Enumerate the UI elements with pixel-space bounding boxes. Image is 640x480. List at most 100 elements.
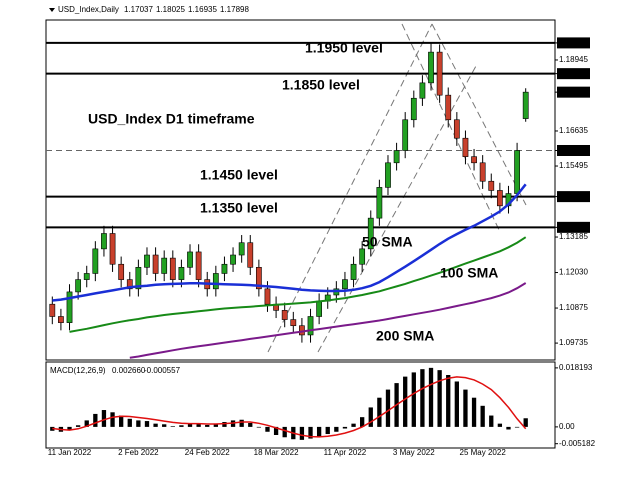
macd-bar <box>273 426 279 435</box>
macd-bar <box>308 426 313 439</box>
candle-body <box>316 300 323 317</box>
candle-body <box>58 316 64 323</box>
x-tick-label: 2 Feb 2022 <box>118 448 159 457</box>
macd-bar <box>411 372 416 427</box>
candle-body <box>307 316 314 336</box>
candle-body <box>402 119 409 151</box>
macd-bar <box>471 397 477 427</box>
candle-body <box>92 248 99 274</box>
macd-bar <box>368 407 373 427</box>
macd-bar <box>256 426 262 428</box>
candle-body <box>281 310 288 320</box>
macd-bar <box>170 426 175 427</box>
macd-bar <box>136 420 141 427</box>
y-tick-label: 1.18500 <box>559 69 588 78</box>
candle-body <box>247 242 254 268</box>
macd-bar <box>454 381 459 427</box>
candle-body <box>126 279 133 290</box>
close-readout: 1.17898 <box>220 5 249 14</box>
signal-line <box>52 376 527 438</box>
x-tick-label: 24 Feb 2022 <box>185 448 230 457</box>
y-tick-label: 1.19500 <box>559 38 588 47</box>
x-tick-label: 11 Jan 2022 <box>48 448 92 457</box>
candle-body <box>514 150 520 194</box>
level-label: 1.1950 level <box>305 40 383 56</box>
sma-line <box>129 282 527 359</box>
candle-body <box>101 233 107 250</box>
candle-body <box>436 51 443 96</box>
macd-bar <box>213 423 218 427</box>
macd-bar <box>196 423 201 427</box>
open-readout: 1.17037 <box>124 5 153 14</box>
price-box <box>557 221 590 233</box>
macd-bar <box>334 426 339 432</box>
price-box <box>557 144 590 156</box>
macd-bar <box>480 405 485 427</box>
macd-bar <box>489 415 494 427</box>
macd-bar <box>67 426 72 431</box>
low-readout: 1.16935 <box>188 5 217 14</box>
macd-bar <box>463 389 468 427</box>
macd-bar <box>265 426 270 432</box>
y-tick-label: 1.16635 <box>559 126 588 135</box>
macd-bar <box>205 424 210 427</box>
candle-body <box>522 91 529 119</box>
candle-body <box>152 254 159 274</box>
y-tick-label: 1.13500 <box>559 222 588 231</box>
macd-bar <box>162 424 167 427</box>
x-tick-label: 18 Mar 2022 <box>254 448 299 457</box>
y-tick-label: 0.018193 <box>559 363 593 372</box>
candle-body <box>212 273 219 290</box>
level-label: 1.1350 level <box>200 200 278 216</box>
macd-bar <box>282 426 287 438</box>
candle-body <box>410 97 417 121</box>
candle-body <box>178 267 185 280</box>
candle-body <box>230 254 236 265</box>
macd-bar <box>351 423 356 427</box>
candle-body <box>135 267 142 290</box>
price-box <box>557 191 590 203</box>
candle-body <box>195 251 202 280</box>
candle-body <box>109 233 116 265</box>
candle-body <box>419 82 426 99</box>
macd-bar <box>127 418 132 427</box>
channel-line <box>267 23 433 353</box>
y-tick-label: -0.005182 <box>559 439 596 448</box>
macd-readout: -0.000557 <box>144 366 181 375</box>
macd-bar <box>84 420 89 427</box>
y-tick-label: 1.09735 <box>559 338 588 347</box>
macd-bar <box>523 418 528 427</box>
macd-bar <box>119 415 124 427</box>
candle-body <box>359 248 366 265</box>
candle-body <box>479 162 486 182</box>
level-label: 1.1850 level <box>282 77 360 93</box>
plot-layer: 1.19500 1.18945 1.18500 1.17898 1.16635 1.160… <box>46 37 596 457</box>
candle-body <box>238 242 245 256</box>
macd-indicator: MACD(12,26,9) <box>50 366 106 375</box>
candle-body <box>367 217 374 250</box>
macd-bar <box>403 376 408 427</box>
x-tick-label: 25 May 2022 <box>460 448 507 457</box>
candle-body <box>264 288 271 305</box>
series-label: 200 SMA <box>376 328 434 344</box>
price-box <box>557 68 590 80</box>
macd-bar <box>342 426 348 429</box>
macd-bar <box>187 423 193 427</box>
macd-bar <box>377 397 382 427</box>
macd-bar <box>222 422 227 427</box>
macd-bar <box>325 426 330 435</box>
sma-line <box>52 183 527 302</box>
y-tick-label: 1.16000 <box>559 146 588 155</box>
x-tick-label: 11 Apr 2022 <box>324 448 367 457</box>
macd-bar <box>506 426 511 430</box>
sma-line <box>69 236 527 333</box>
candle-body <box>428 51 434 84</box>
candle-body <box>471 156 477 164</box>
macd-bar <box>428 367 434 427</box>
macd-bar <box>437 370 442 427</box>
candle-body <box>66 291 73 323</box>
y-tick-label: 1.14500 <box>559 192 588 201</box>
candle-body <box>255 267 262 290</box>
candle-body <box>169 257 176 280</box>
